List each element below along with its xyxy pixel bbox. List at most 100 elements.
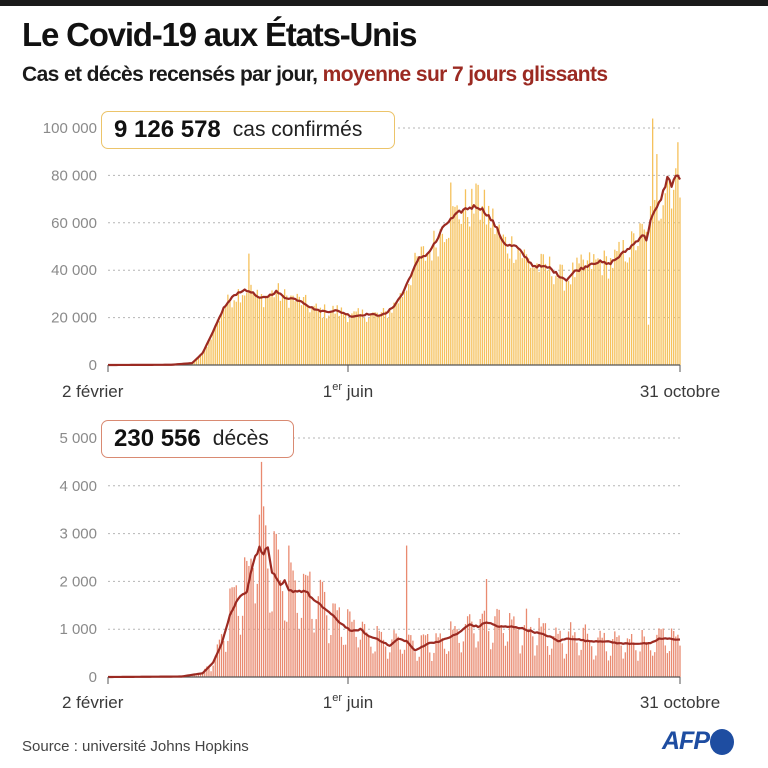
- bar: [376, 312, 378, 365]
- bar: [416, 660, 418, 677]
- bar: [267, 297, 269, 365]
- bar: [660, 629, 662, 677]
- bar: [649, 206, 652, 365]
- bar: [275, 291, 277, 365]
- bar: [284, 620, 286, 677]
- bar: [405, 290, 408, 365]
- bar: [458, 219, 460, 365]
- bar: [302, 297, 305, 365]
- x-tick-label: 31 octobre: [640, 382, 720, 401]
- bar: [206, 347, 208, 365]
- bar: [414, 652, 416, 677]
- bar: [559, 630, 561, 677]
- bar: [471, 188, 473, 365]
- bar: [597, 637, 599, 677]
- bar: [580, 254, 582, 365]
- bar: [260, 461, 263, 677]
- bar: [347, 609, 349, 677]
- bar: [637, 246, 639, 365]
- bar: [559, 264, 561, 365]
- bar: [315, 619, 317, 677]
- bar: [494, 616, 496, 677]
- bar: [612, 267, 614, 365]
- bar: [357, 308, 359, 365]
- bar: [605, 651, 608, 677]
- y-tick-label: 60 000: [51, 215, 97, 232]
- bar: [254, 603, 256, 677]
- bar: [582, 259, 584, 365]
- bar: [450, 621, 452, 677]
- bar: [523, 625, 526, 677]
- bar: [603, 632, 605, 677]
- x-tick-label: 31 octobre: [640, 693, 720, 712]
- bar: [300, 617, 303, 677]
- bar: [193, 674, 195, 677]
- bar: [624, 652, 626, 677]
- bar: [403, 649, 406, 677]
- y-tick-label: 5 000: [59, 430, 97, 447]
- bar: [662, 205, 664, 365]
- bar: [591, 268, 593, 365]
- bar: [294, 301, 296, 365]
- bar: [517, 249, 519, 365]
- bar: [412, 269, 414, 365]
- bar: [477, 641, 479, 677]
- bar: [620, 645, 622, 677]
- bar: [622, 658, 624, 677]
- bar: [393, 302, 395, 365]
- bar: [591, 646, 593, 677]
- bar: [342, 314, 345, 365]
- bar: [288, 307, 290, 365]
- bar: [292, 295, 294, 365]
- bar: [654, 652, 656, 677]
- bar: [441, 638, 444, 677]
- bar: [578, 655, 580, 677]
- bar: [204, 668, 206, 677]
- bar: [595, 259, 597, 365]
- cases-total-value: 9 126 578: [114, 116, 221, 143]
- bar: [252, 293, 254, 365]
- bar: [227, 640, 229, 677]
- bar: [254, 294, 256, 365]
- bar: [208, 339, 210, 365]
- bar: [363, 624, 366, 677]
- subtitle-main: Cas et décès recensés par jour,: [22, 63, 323, 86]
- bar: [216, 644, 218, 677]
- bar: [641, 223, 643, 365]
- bar: [509, 258, 511, 365]
- bar: [588, 252, 591, 365]
- bar: [565, 281, 568, 365]
- bar: [567, 631, 570, 677]
- bar: [555, 627, 557, 677]
- bar: [357, 647, 359, 677]
- bar: [241, 615, 244, 677]
- source-note: Source : université Johns Hopkins: [22, 738, 249, 755]
- bar: [241, 295, 244, 365]
- bar: [618, 635, 620, 677]
- bar: [437, 256, 439, 365]
- bar: [231, 587, 233, 677]
- y-tick-label: 4 000: [59, 478, 97, 495]
- bar: [361, 309, 364, 365]
- bar: [483, 189, 486, 365]
- bar: [380, 631, 383, 677]
- y-tick-label: 0: [89, 357, 97, 374]
- bar: [635, 250, 637, 365]
- bar: [433, 652, 435, 677]
- bar: [626, 262, 629, 365]
- bar: [269, 612, 271, 677]
- top-rule: [0, 0, 768, 6]
- bar: [456, 629, 458, 677]
- bar: [664, 645, 666, 677]
- bar: [332, 305, 334, 365]
- bar: [496, 608, 498, 677]
- bar: [586, 633, 589, 677]
- bar: [534, 655, 536, 677]
- bar: [372, 312, 374, 365]
- bar: [443, 648, 446, 677]
- bar: [572, 635, 574, 677]
- bar: [675, 168, 677, 365]
- bar: [384, 311, 387, 365]
- bar: [315, 303, 317, 365]
